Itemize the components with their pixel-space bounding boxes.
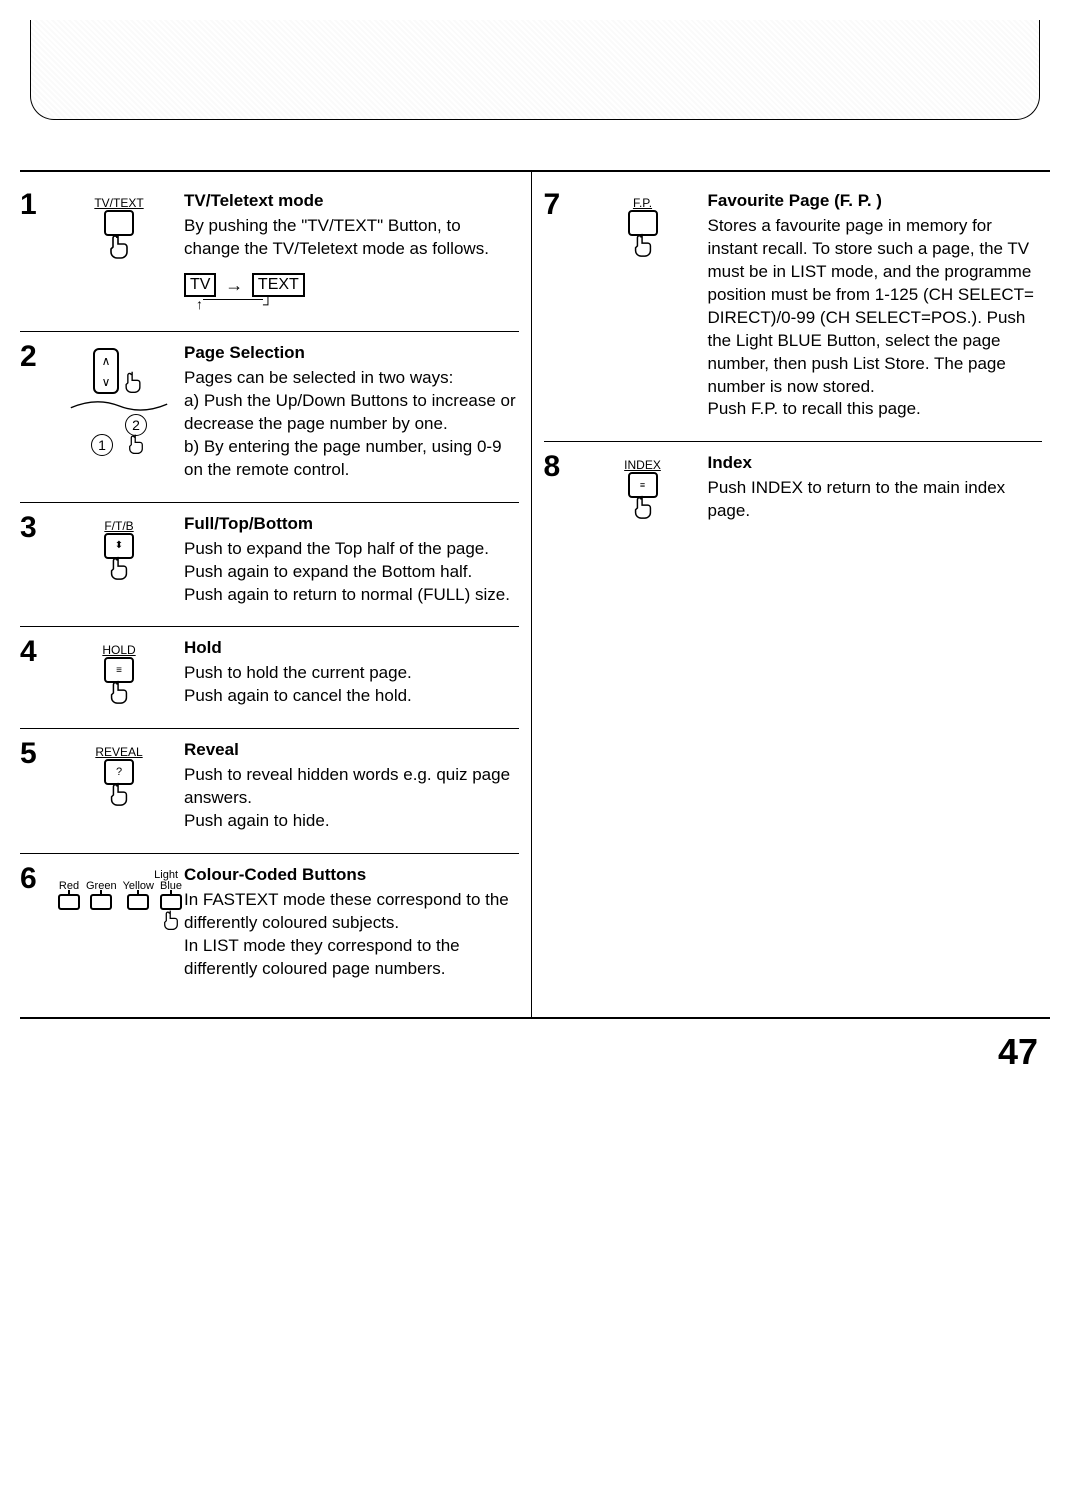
entry-body: Stores a favourite page in memory for in… — [708, 215, 1043, 421]
entry-body: Pages can be selected in two ways: a) Pu… — [184, 367, 519, 482]
entry-heading: Hold — [184, 637, 519, 660]
icon-cell: TV/TEXT — [54, 190, 184, 311]
text-cell: Index Push INDEX to return to the main i… — [708, 452, 1043, 523]
entry-4: 4 HOLD ≡ Hold Push to hold the current p… — [20, 626, 519, 728]
entry-number: 8 — [544, 452, 578, 523]
entry-8: 8 INDEX ≡ Index Push INDEX to return to … — [544, 441, 1043, 543]
mode-diagram: TV → TEXT ↑┘ — [184, 273, 519, 311]
entry-body: Push INDEX to return to the main index p… — [708, 477, 1043, 523]
finger-icon — [125, 432, 147, 456]
entry-heading: Index — [708, 452, 1043, 475]
blue-button-icon — [160, 894, 182, 910]
icon-cell: F.P. — [578, 190, 708, 421]
text-box: TEXT — [252, 273, 305, 297]
entry-number: 6 — [20, 864, 54, 981]
wave-divider-icon — [69, 396, 169, 414]
finger-icon — [121, 368, 145, 396]
finger-icon — [160, 908, 182, 932]
right-column: 7 F.P. Favourite Page (F. P. ) Stores a … — [532, 172, 1051, 1017]
icon-cell: ∧∨ 1 2 — [54, 342, 184, 482]
up-down-button-icon: ∧∨ — [93, 348, 119, 394]
button-label: INDEX — [624, 458, 661, 472]
entry-heading: Reveal — [184, 739, 519, 762]
button-label: REVEAL — [95, 745, 142, 759]
entry-number: 5 — [20, 739, 54, 833]
left-column: 1 TV/TEXT TV/Teletext mode By pushing th… — [20, 172, 532, 1017]
return-arrow-icon: ↑┘ — [196, 297, 305, 311]
red-button-icon — [58, 894, 80, 910]
entry-heading: Page Selection — [184, 342, 519, 365]
content-wrap: 1 TV/TEXT TV/Teletext mode By pushing th… — [20, 170, 1050, 1019]
entry-5: 5 REVEAL ? Reveal Push to reveal hidden … — [20, 728, 519, 853]
entry-heading: Colour-Coded Buttons — [184, 864, 519, 887]
yellow-button-icon — [127, 894, 149, 910]
entry-number: 1 — [20, 190, 54, 311]
text-cell: Hold Push to hold the current page. Push… — [184, 637, 519, 708]
icon-cell: HOLD ≡ — [54, 637, 184, 708]
button-label: TV/TEXT — [94, 196, 143, 210]
button-label: HOLD — [102, 643, 135, 657]
entry-6: 6 Light Red Green Yellow Blue — [20, 853, 519, 1001]
entry-body: In FASTEXT mode these correspond to the … — [184, 889, 519, 981]
arrow-icon: → — [225, 275, 243, 295]
entry-2: 2 ∧∨ 1 2 — [20, 331, 519, 502]
entry-number: 4 — [20, 637, 54, 708]
finger-icon — [630, 232, 656, 258]
icon-cell: F/T/B ⬍ — [54, 513, 184, 607]
button-label: F.P. — [633, 196, 652, 210]
entry-body: Push to hold the current page. Push agai… — [184, 662, 519, 708]
text-cell: Reveal Push to reveal hidden words e.g. … — [184, 739, 519, 833]
finger-icon — [630, 494, 656, 520]
text-cell: Page Selection Pages can be selected in … — [184, 342, 519, 482]
text-cell: Colour-Coded Buttons In FASTEXT mode the… — [184, 864, 519, 981]
finger-icon — [105, 232, 133, 260]
number-buttons-row: 1 2 — [91, 414, 147, 456]
entry-body: Push to expand the Top half of the page.… — [184, 538, 519, 607]
two-column-layout: 1 TV/TEXT TV/Teletext mode By pushing th… — [20, 172, 1050, 1017]
entry-number: 7 — [544, 190, 578, 421]
color-buttons-row: Red Green Yellow Blue — [58, 881, 182, 932]
entry-3: 3 F/T/B ⬍ Full/Top/Bottom Push to expand… — [20, 502, 519, 627]
icon-cell: INDEX ≡ — [578, 452, 708, 523]
tv-box: TV — [184, 273, 216, 297]
entry-heading: TV/Teletext mode — [184, 190, 519, 213]
digit-1-icon: 1 — [91, 434, 113, 456]
entry-1: 1 TV/TEXT TV/Teletext mode By pushing th… — [20, 180, 519, 331]
entry-number: 2 — [20, 342, 54, 482]
entry-body: Push to reveal hidden words e.g. quiz pa… — [184, 764, 519, 833]
green-button-icon — [90, 894, 112, 910]
entry-7: 7 F.P. Favourite Page (F. P. ) Stores a … — [544, 180, 1043, 441]
finger-icon — [106, 555, 132, 581]
manual-page: 1 TV/TEXT TV/Teletext mode By pushing th… — [0, 0, 1080, 1103]
entry-heading: Full/Top/Bottom — [184, 513, 519, 536]
entry-body: By pushing the "TV/TEXT" Button, to chan… — [184, 215, 519, 261]
text-cell: TV/Teletext mode By pushing the "TV/TEXT… — [184, 190, 519, 311]
finger-icon — [106, 781, 132, 807]
top-empty-panel — [30, 20, 1040, 120]
entry-number: 3 — [20, 513, 54, 607]
text-cell: Full/Top/Bottom Push to expand the Top h… — [184, 513, 519, 607]
text-cell: Favourite Page (F. P. ) Stores a favouri… — [708, 190, 1043, 421]
icon-cell: Light Red Green Yellow Blue — [54, 864, 184, 981]
finger-icon — [106, 679, 132, 705]
button-label: F/T/B — [104, 519, 133, 533]
icon-cell: REVEAL ? — [54, 739, 184, 833]
page-number: 47 — [20, 1031, 1050, 1073]
entry-heading: Favourite Page (F. P. ) — [708, 190, 1043, 213]
